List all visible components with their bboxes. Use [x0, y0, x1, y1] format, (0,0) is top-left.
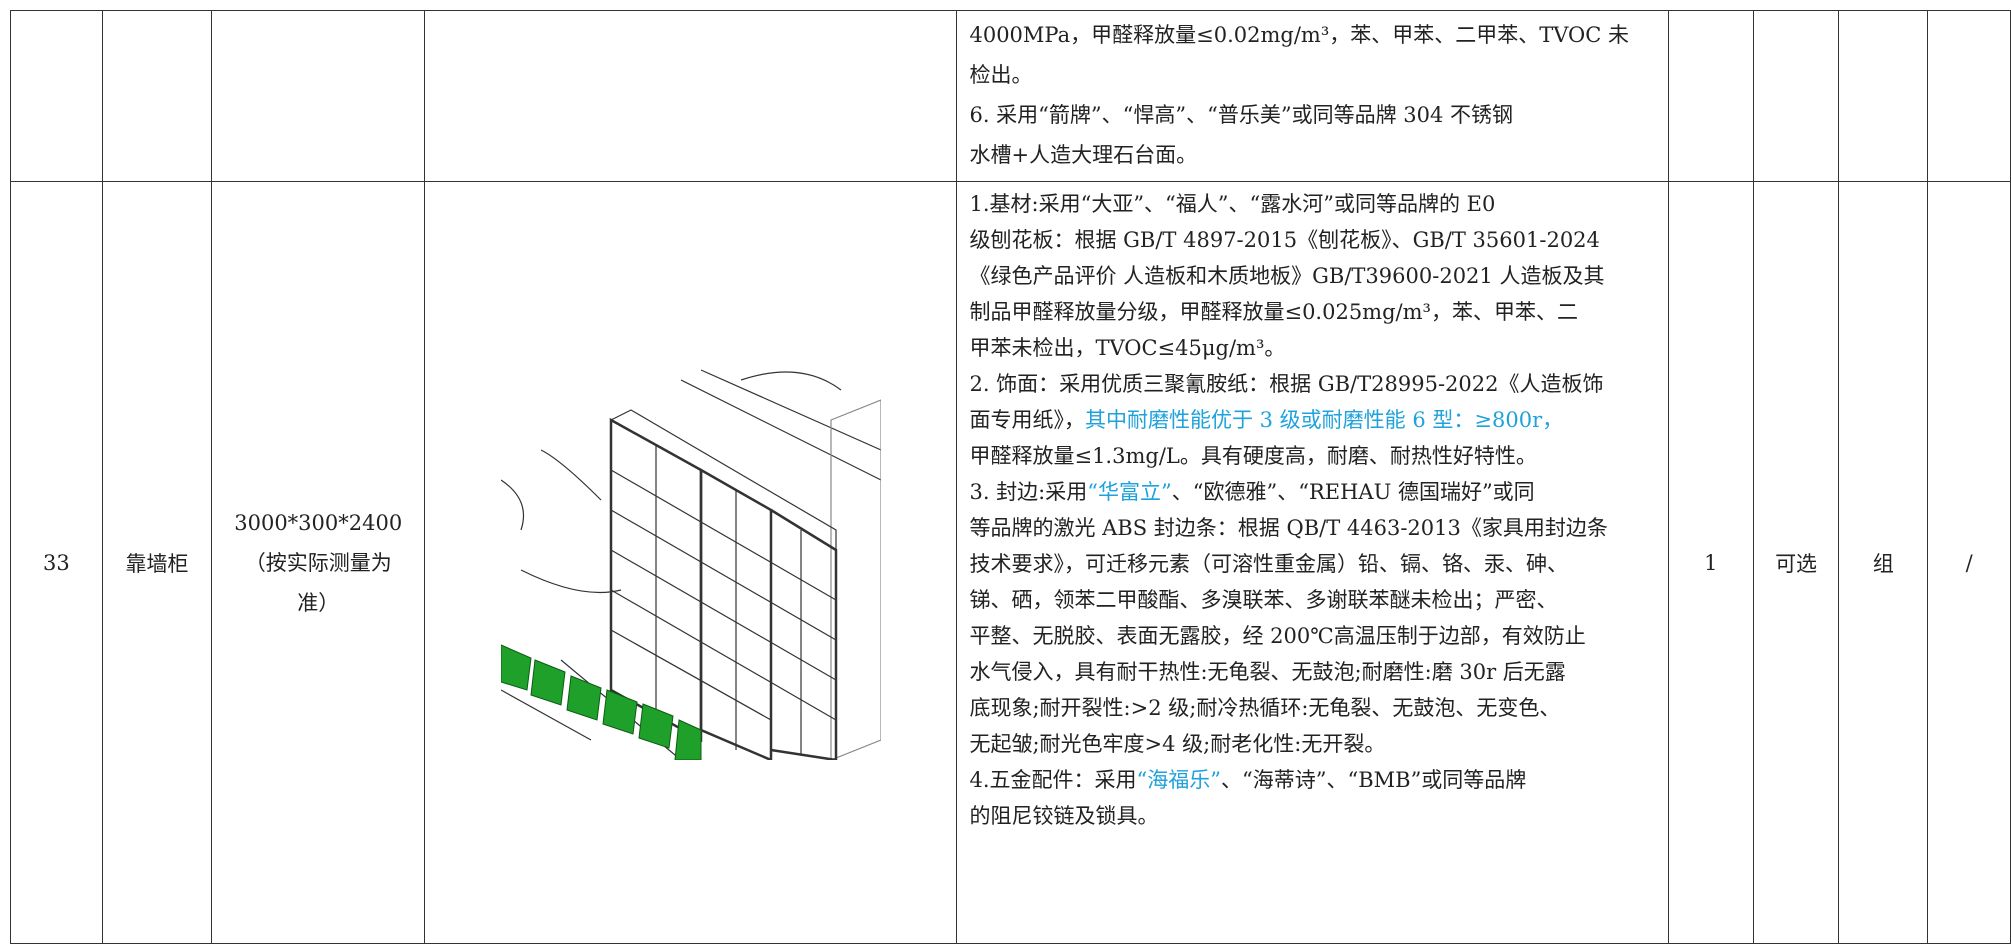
description-cell: 1.基材:采用“大亚”、“福人”、“露水河”或同等品牌的 E0 级刨花板：根据 G… — [956, 181, 1669, 944]
text-line: 6. 采用“箭牌”、“悍高”、“普乐美”或同等品牌 304 不锈钢 — [969, 103, 1514, 127]
text-line: 级刨花板：根据 GB/T 4897-2015《刨花板》、GB/T 35601-2… — [969, 228, 1600, 252]
text-line: 4000MPa，甲醛释放量≤0.02mg/m³，苯、甲苯、二甲苯、TVOC 未 — [969, 23, 1629, 47]
table-row: 33 靠墙柜 3000*300*2400（按实际测量为准） 1.基材:采用“大亚… — [10, 181, 2011, 944]
highlighted-text: “海福乐” — [1136, 768, 1221, 792]
text-line: 《绿色产品评价 人造板和木质地板》GB/T39600-2021 人造板及其 — [969, 264, 1605, 288]
text-line: 1.基材:采用“大亚”、“福人”、“露水河”或同等品牌的 E0 — [969, 192, 1496, 216]
text-line: 等品牌的激光 ABS 封边条：根据 QB/T 4463-2013《家具用封边条 — [969, 516, 1608, 540]
text-line: 技术要求》，可迁移元素（可溶性重金属）铅、镉、铬、汞、砷、 — [969, 552, 1568, 576]
cell: 靠墙柜 — [101, 181, 213, 944]
cell: 可选 — [1752, 181, 1840, 944]
cell — [1927, 10, 2011, 182]
cell — [1667, 10, 1754, 182]
text-segment: 面专用纸》， — [969, 408, 1085, 432]
cell: 33 — [10, 181, 103, 944]
text-line: 平整、无脱胶、表面无露胶，经 200℃高温压制于边部，有效防止 — [969, 624, 1586, 648]
table-row: 4000MPa，甲醛释放量≤0.02mg/m³，苯、甲苯、二甲苯、TVOC 未检… — [10, 10, 2011, 182]
cabinet-drawing — [500, 369, 882, 762]
text-line: 4.五金配件：采用“海福乐”、“海蒂诗”、“BMB”或同等品牌 — [969, 762, 1657, 798]
highlighted-text: 其中耐磨性能优于 3 级或耐磨性能 6 型：≥800r， — [1084, 408, 1564, 432]
highlighted-text: “华富立” — [1087, 480, 1172, 504]
cell — [101, 10, 213, 182]
text-line: 锑、硒，领苯二甲酸酯、多溴联苯、多谢联苯醚未检出；严密、 — [969, 588, 1558, 612]
cell — [10, 10, 103, 182]
cell: 1 — [1667, 181, 1754, 944]
text-line: 的阻尼铰链及锁具。 — [969, 804, 1159, 828]
text-line: 检出。 — [969, 63, 1033, 87]
text-line: 底现象;耐开裂性:>2 级;耐冷热循环:无龟裂、无鼓泡、无变色、 — [969, 696, 1561, 720]
image-cell — [424, 181, 958, 944]
text-line: 制品甲醛释放量分级，甲醛释放量≤0.025mg/m³，苯、甲苯、二 — [969, 300, 1578, 324]
text-segment: 4.五金配件：采用 — [969, 768, 1137, 792]
text-line: 3. 封边:采用“华富立”、“欧德雅”、“REHAU 德国瑞好”或同 — [969, 474, 1657, 510]
cell — [1752, 10, 1840, 182]
text-line: 无起皱;耐光色牢度>4 级;耐老化性:无开裂。 — [969, 732, 1386, 756]
text-line: 水槽+人造大理石台面。 — [969, 143, 1198, 167]
cell — [424, 10, 958, 182]
cell: 3000*300*2400（按实际测量为准） — [211, 181, 426, 944]
cell: / — [1927, 181, 2011, 944]
text-segment: 3. 封边:采用 — [969, 480, 1088, 504]
cell: 组 — [1838, 181, 1929, 944]
text-line: 甲苯未检出，TVOC≤45μg/m³。 — [969, 336, 1286, 360]
cell — [1838, 10, 1929, 182]
text-segment: 、“海蒂诗”、“BMB”或同等品牌 — [1221, 768, 1527, 792]
text-line: 水气侵入，具有耐干热性:无龟裂、无鼓泡;耐磨性:磨 30r 后无露 — [969, 660, 1566, 684]
description-cell: 4000MPa，甲醛释放量≤0.02mg/m³，苯、甲苯、二甲苯、TVOC 未检… — [956, 10, 1669, 182]
spec-table: 4000MPa，甲醛释放量≤0.02mg/m³，苯、甲苯、二甲苯、TVOC 未检… — [10, 10, 2011, 944]
cell — [211, 10, 426, 182]
text-line: 甲醛释放量≤1.3mg/L。具有硬度高，耐磨、耐热性好特性。 — [969, 444, 1537, 468]
text-line: 2. 饰面：采用优质三聚氰胺纸：根据 GB/T28995-2022《人造板饰 — [969, 372, 1604, 396]
text-segment: 、“欧德雅”、“REHAU 德国瑞好”或同 — [1171, 480, 1535, 504]
text-line: 面专用纸》，其中耐磨性能优于 3 级或耐磨性能 6 型：≥800r， — [969, 402, 1657, 438]
